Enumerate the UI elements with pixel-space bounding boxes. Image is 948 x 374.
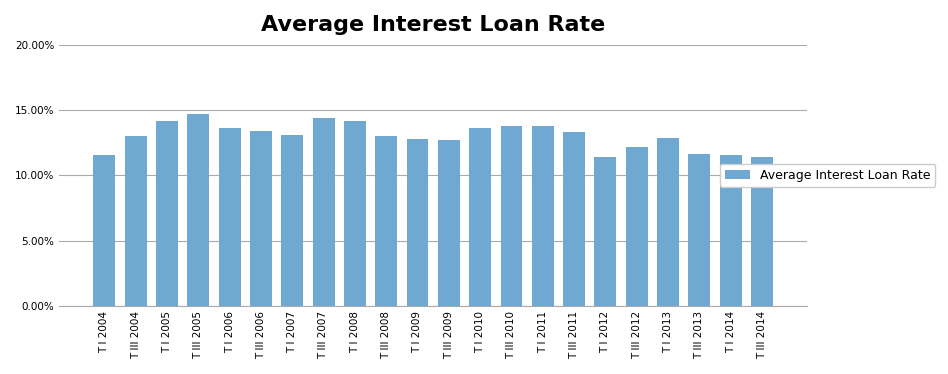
- Bar: [657, 138, 679, 306]
- Bar: [626, 147, 647, 306]
- Bar: [407, 139, 428, 306]
- Bar: [282, 135, 303, 306]
- Bar: [250, 131, 272, 306]
- Legend: Average Interest Loan Rate: Average Interest Loan Rate: [720, 164, 936, 187]
- Bar: [93, 155, 116, 306]
- Bar: [219, 128, 241, 306]
- Bar: [156, 121, 178, 306]
- Bar: [313, 118, 335, 306]
- Bar: [594, 157, 616, 306]
- Bar: [438, 140, 460, 306]
- Bar: [125, 136, 147, 306]
- Bar: [563, 132, 585, 306]
- Bar: [501, 126, 522, 306]
- Bar: [751, 157, 773, 306]
- Bar: [469, 128, 491, 306]
- Bar: [720, 155, 741, 306]
- Bar: [375, 136, 397, 306]
- Bar: [344, 121, 366, 306]
- Bar: [688, 154, 710, 306]
- Title: Average Interest Loan Rate: Average Interest Loan Rate: [261, 15, 606, 35]
- Bar: [532, 126, 554, 306]
- Bar: [188, 114, 210, 306]
